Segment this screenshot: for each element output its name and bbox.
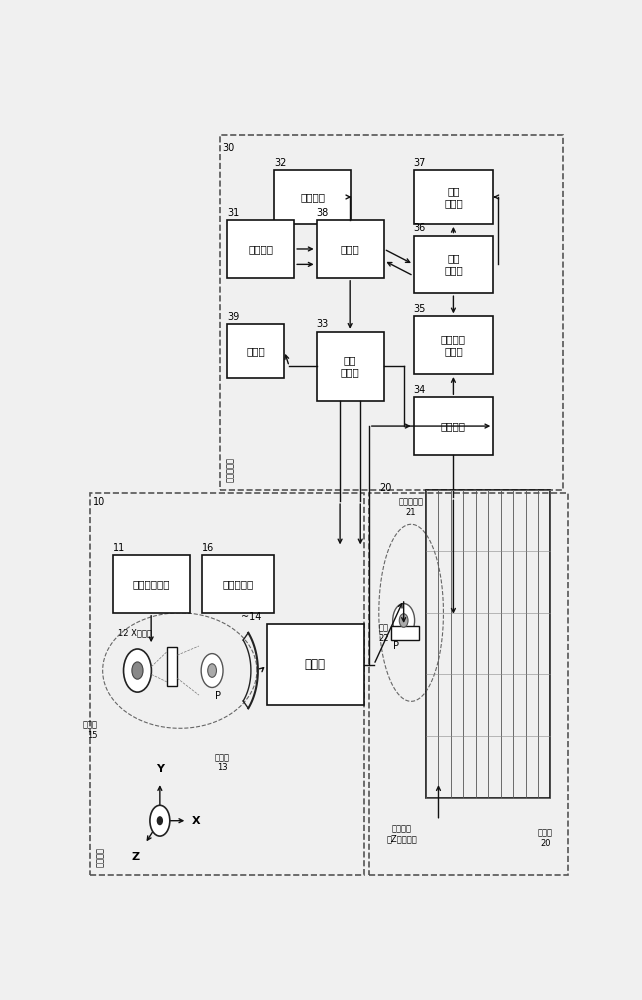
Text: 10: 10 xyxy=(92,497,105,507)
Text: Z: Z xyxy=(132,852,140,861)
Text: 床驱动装置
21: 床驱动装置 21 xyxy=(399,497,424,517)
Text: 架台驱动部: 架台驱动部 xyxy=(223,579,254,589)
Text: 图像
存儲部: 图像 存儲部 xyxy=(444,186,463,208)
Text: ~14: ~14 xyxy=(241,612,262,622)
FancyBboxPatch shape xyxy=(413,235,493,293)
Text: 16: 16 xyxy=(202,543,214,553)
FancyBboxPatch shape xyxy=(267,624,364,705)
Text: 39: 39 xyxy=(227,312,239,322)
Text: 顶板
22: 顶板 22 xyxy=(378,623,389,643)
Text: P: P xyxy=(393,641,399,651)
Text: 数据库: 数据库 xyxy=(247,346,265,356)
Text: 38: 38 xyxy=(317,208,329,218)
FancyBboxPatch shape xyxy=(413,316,493,374)
Text: 32: 32 xyxy=(274,158,287,168)
Text: 20: 20 xyxy=(379,483,391,493)
FancyBboxPatch shape xyxy=(391,626,419,640)
Text: 扫描
控制部: 扫描 控制部 xyxy=(341,356,360,377)
Text: 高电压发生部: 高电压发生部 xyxy=(132,579,170,589)
Text: 36: 36 xyxy=(413,223,426,233)
Text: 31: 31 xyxy=(227,208,239,218)
Text: 控制台装置: 控制台装置 xyxy=(225,457,234,482)
Text: 旋转架
15: 旋转架 15 xyxy=(83,721,98,740)
Text: 床装置
20: 床装置 20 xyxy=(538,828,553,848)
Text: 控制部: 控制部 xyxy=(341,244,360,254)
Text: 前处理部: 前处理部 xyxy=(441,421,466,431)
Text: 35: 35 xyxy=(413,304,426,314)
Circle shape xyxy=(208,664,216,677)
Text: 显示装置: 显示装置 xyxy=(300,192,325,202)
Circle shape xyxy=(150,805,169,836)
FancyBboxPatch shape xyxy=(413,170,493,224)
FancyBboxPatch shape xyxy=(112,555,190,613)
Text: 37: 37 xyxy=(413,158,426,168)
FancyBboxPatch shape xyxy=(413,397,493,455)
Text: Y: Y xyxy=(156,764,164,774)
Circle shape xyxy=(399,614,408,627)
FancyBboxPatch shape xyxy=(317,332,384,401)
Text: 架台装置: 架台装置 xyxy=(96,847,105,867)
Circle shape xyxy=(123,649,152,692)
FancyBboxPatch shape xyxy=(227,220,294,278)
Text: 收集部: 收集部 xyxy=(305,658,326,671)
Text: P: P xyxy=(214,691,221,701)
Circle shape xyxy=(157,817,162,825)
Text: 30: 30 xyxy=(222,143,234,153)
Text: 输入装置: 输入装置 xyxy=(248,244,273,254)
Text: 投影数据
存儲部: 投影数据 存儲部 xyxy=(441,334,466,356)
Text: 检测器
13: 检测器 13 xyxy=(214,753,230,772)
FancyBboxPatch shape xyxy=(317,220,384,278)
Circle shape xyxy=(393,604,415,637)
Circle shape xyxy=(132,662,143,679)
FancyBboxPatch shape xyxy=(274,170,351,224)
FancyBboxPatch shape xyxy=(227,324,284,378)
Text: 33: 33 xyxy=(317,319,329,329)
FancyBboxPatch shape xyxy=(202,555,274,613)
Text: 图像
重建部: 图像 重建部 xyxy=(444,254,463,275)
Text: 12 X射线管: 12 X射线管 xyxy=(118,628,152,637)
Text: 34: 34 xyxy=(413,385,426,395)
Circle shape xyxy=(201,654,223,687)
Text: 体轴方向
（Z轴方向）: 体轴方向 （Z轴方向） xyxy=(386,824,417,844)
Text: 11: 11 xyxy=(112,543,125,553)
Text: X: X xyxy=(192,816,201,826)
FancyBboxPatch shape xyxy=(168,647,177,686)
